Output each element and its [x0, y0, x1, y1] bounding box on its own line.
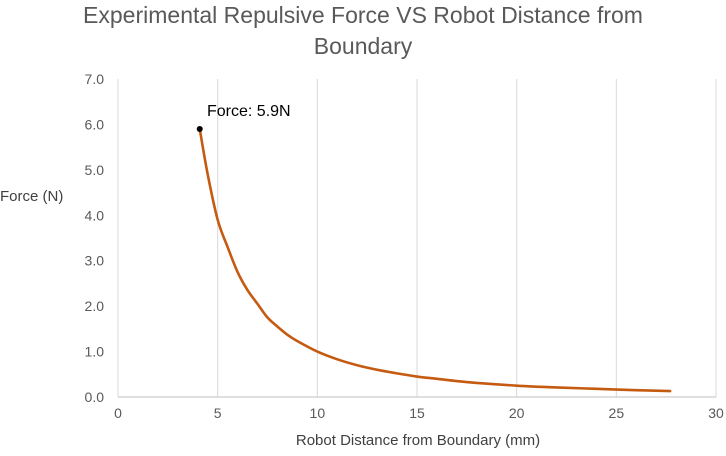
x-tick-label-15: 15 — [409, 405, 425, 421]
y-tick-label-3.0: 3.0 — [85, 253, 105, 269]
y-tick-label-7.0: 7.0 — [85, 71, 105, 87]
x-tick-label-0: 0 — [114, 405, 122, 421]
series-line-0 — [198, 127, 672, 393]
y-tick-label-0.0: 0.0 — [85, 389, 105, 405]
x-axis-label: Robot Distance from Boundary (mm) — [295, 432, 541, 449]
x-tick-label-5: 5 — [214, 405, 222, 421]
y-axis-label: Force (N) — [0, 188, 64, 205]
annotation-point-marker — [196, 125, 203, 132]
data-label-annotation: Force: 5.9N — [207, 103, 291, 120]
x-tick-label-30: 30 — [708, 405, 724, 421]
x-tick-label-25: 25 — [609, 405, 625, 421]
chart-title: Experimental Repulsive Force VS Robot Di… — [0, 0, 726, 62]
x-tick-label-10: 10 — [310, 405, 326, 421]
y-tick-label-2.0: 2.0 — [85, 298, 105, 314]
y-tick-label-6.0: 6.0 — [85, 116, 105, 132]
x-tick-label-20: 20 — [509, 405, 525, 421]
chart-title-line-2: Boundary — [313, 33, 413, 59]
y-tick-label-1.0: 1.0 — [85, 344, 105, 360]
y-tick-label-5.0: 5.0 — [85, 162, 105, 178]
chart-title-line-1: Experimental Repulsive Force VS Robot Di… — [83, 2, 643, 28]
y-tick-label-4.0: 4.0 — [85, 207, 105, 223]
